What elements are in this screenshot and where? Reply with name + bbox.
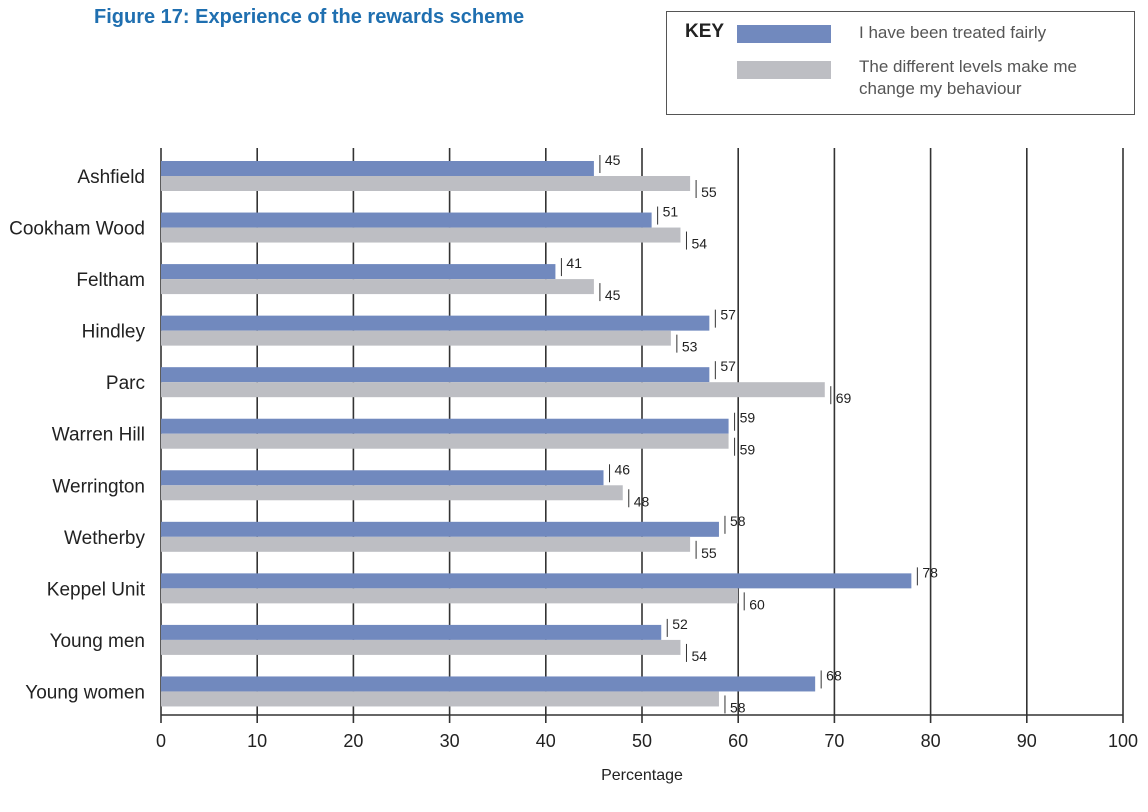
x-tick-label: 80 [921,731,941,751]
bar-treated-fairly [161,367,710,383]
value-label: 52 [672,616,688,632]
value-label: 57 [720,307,736,323]
x-tick-label: 10 [247,731,267,751]
value-label: 59 [740,442,756,458]
category-label: Warren Hill [52,425,145,446]
bar-treated-fairly [161,315,710,331]
bar-change-behaviour [161,536,691,552]
x-tick-label: 30 [440,731,460,751]
value-label: 58 [730,513,746,529]
legend-label-behaviour: The different levels make me change my b… [859,57,1077,98]
x-tick-label: 70 [824,731,844,751]
value-label: 41 [566,255,582,271]
value-label: 58 [730,699,746,715]
category-label: Werrington [52,476,145,497]
value-label: 45 [605,152,621,168]
category-label: Hindley [82,322,146,343]
bar-change-behaviour [161,382,825,398]
value-label: 59 [740,410,756,426]
category-label: Feltham [76,270,145,291]
bar-change-behaviour [161,639,681,655]
x-tick-label: 100 [1108,731,1138,751]
value-label: 60 [749,596,765,612]
bar-treated-fairly [161,676,816,692]
x-axis-label: Percentage [601,767,683,784]
legend-swatch-behaviour [737,61,831,79]
bar-change-behaviour [161,330,671,346]
bar-change-behaviour [161,176,691,191]
bar-treated-fairly [161,418,729,434]
value-label: 46 [615,461,631,477]
category-label: Parc [106,373,145,394]
bar-change-behaviour [161,433,729,449]
chart-title: Figure 17: Experience of the rewards sch… [94,6,525,28]
category-label: Young men [50,631,145,652]
legend-label-fair: I have been treated fairly [859,23,1047,42]
value-label: 54 [691,236,707,252]
legend-key-label: KEY [685,21,725,42]
value-label: 48 [634,493,650,509]
x-tick-label: 60 [728,731,748,751]
x-tick-label: 90 [1017,731,1037,751]
value-label: 55 [701,184,717,200]
category-label: Keppel Unit [47,579,146,600]
bar-treated-fairly [161,624,662,640]
bar-treated-fairly [161,264,556,280]
x-tick-label: 50 [632,731,652,751]
bar-change-behaviour [161,588,739,604]
value-label: 69 [836,390,852,406]
value-label: 54 [691,648,707,664]
bar-treated-fairly [161,161,594,176]
value-label: 57 [720,358,736,374]
bar-treated-fairly [161,212,652,228]
legend-swatch-fair [737,25,831,43]
x-tick-label: 0 [156,731,166,751]
bar-change-behaviour [161,485,623,501]
category-label: Cookham Wood [9,219,145,240]
x-tick-label: 40 [536,731,556,751]
bar-change-behaviour [161,691,719,707]
bar-change-behaviour [161,227,681,243]
legend: KEY I have been treated fairly The diffe… [666,11,1135,115]
value-label: 68 [826,667,842,683]
category-label: Young women [25,682,145,703]
bar-change-behaviour [161,279,594,295]
value-label: 45 [605,287,621,303]
bar-treated-fairly [161,573,912,589]
value-label: 78 [922,564,938,580]
category-label: Wetherby [64,528,145,549]
category-label: Ashfield [77,167,145,188]
value-label: 53 [682,339,698,355]
value-label: 51 [663,204,679,220]
x-tick-label: 20 [343,731,363,751]
bar-treated-fairly [161,470,604,486]
value-label: 55 [701,545,717,561]
bar-treated-fairly [161,521,719,537]
